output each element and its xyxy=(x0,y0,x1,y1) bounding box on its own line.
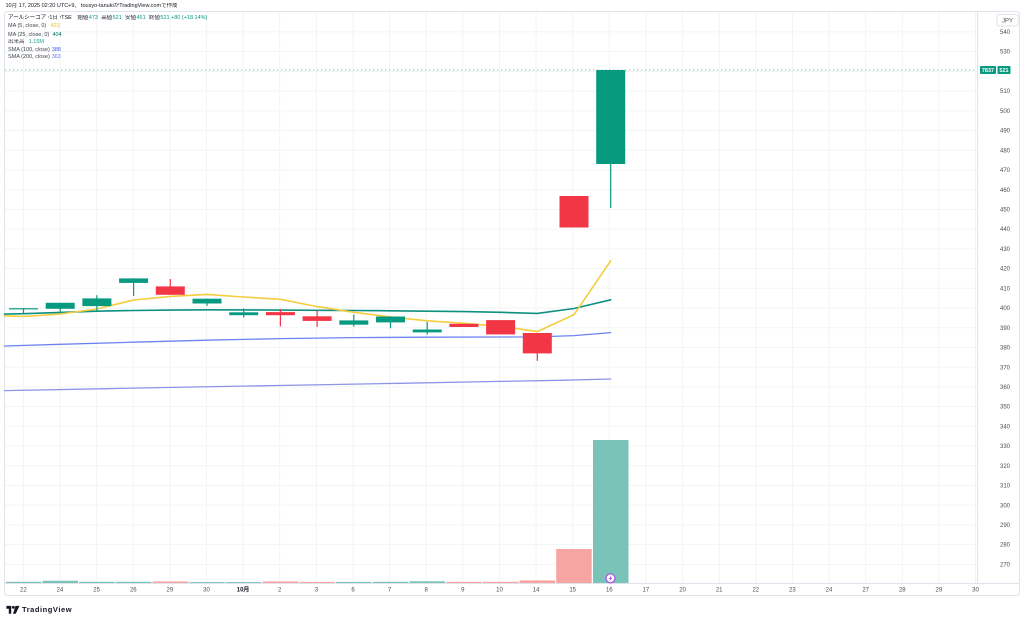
svg-text:6: 6 xyxy=(351,588,355,594)
svg-text:24: 24 xyxy=(57,588,64,594)
svg-text:30: 30 xyxy=(972,588,979,594)
svg-text:530: 530 xyxy=(1000,50,1011,56)
svg-text:500: 500 xyxy=(1000,109,1011,115)
svg-text:30: 30 xyxy=(203,588,210,594)
svg-text:14: 14 xyxy=(533,588,540,594)
svg-text:350: 350 xyxy=(1000,405,1011,411)
svg-text:22: 22 xyxy=(20,588,27,594)
svg-text:440: 440 xyxy=(1000,227,1011,233)
svg-text:420: 420 xyxy=(1000,267,1011,273)
svg-text:10月: 10月 xyxy=(237,586,250,594)
svg-text:521: 521 xyxy=(999,68,1008,74)
svg-text:25: 25 xyxy=(93,588,100,594)
svg-text:17: 17 xyxy=(643,588,650,594)
svg-text:410: 410 xyxy=(1000,286,1011,292)
svg-text:290: 290 xyxy=(1000,523,1011,529)
svg-text:24: 24 xyxy=(826,588,833,594)
svg-text:29: 29 xyxy=(167,588,174,594)
svg-text:510: 510 xyxy=(1000,89,1011,95)
svg-text:380: 380 xyxy=(1000,346,1011,352)
svg-text:390: 390 xyxy=(1000,326,1011,332)
svg-text:490: 490 xyxy=(1000,129,1011,135)
svg-text:7: 7 xyxy=(388,588,392,594)
svg-text:450: 450 xyxy=(1000,208,1011,214)
svg-text:310: 310 xyxy=(1000,484,1011,490)
svg-text:300: 300 xyxy=(1000,503,1011,509)
svg-text:2: 2 xyxy=(278,588,282,594)
svg-text:3: 3 xyxy=(315,588,319,594)
svg-text:7837: 7837 xyxy=(982,68,994,74)
svg-text:9: 9 xyxy=(461,588,465,594)
svg-text:23: 23 xyxy=(789,588,796,594)
svg-text:27: 27 xyxy=(862,588,869,594)
svg-text:21: 21 xyxy=(716,588,723,594)
svg-text:16: 16 xyxy=(606,588,613,594)
svg-text:400: 400 xyxy=(1000,306,1011,312)
svg-text:370: 370 xyxy=(1000,365,1011,371)
svg-text:430: 430 xyxy=(1000,247,1011,253)
svg-text:8: 8 xyxy=(425,588,429,594)
svg-text:15: 15 xyxy=(569,588,576,594)
svg-text:360: 360 xyxy=(1000,385,1011,391)
svg-text:460: 460 xyxy=(1000,188,1011,194)
svg-text:340: 340 xyxy=(1000,424,1011,430)
svg-text:270: 270 xyxy=(1000,563,1011,569)
svg-text:26: 26 xyxy=(130,588,137,594)
svg-text:20: 20 xyxy=(679,588,686,594)
svg-text:320: 320 xyxy=(1000,464,1011,470)
svg-text:280: 280 xyxy=(1000,543,1011,549)
svg-text:28: 28 xyxy=(899,588,906,594)
svg-text:480: 480 xyxy=(1000,148,1011,154)
svg-text:JPY: JPY xyxy=(1002,18,1013,24)
svg-text:330: 330 xyxy=(1000,444,1011,450)
svg-text:470: 470 xyxy=(1000,168,1011,174)
svg-text:540: 540 xyxy=(1000,30,1011,36)
svg-text:29: 29 xyxy=(936,588,943,594)
svg-text:22: 22 xyxy=(752,588,759,594)
svg-text:10: 10 xyxy=(496,588,503,594)
